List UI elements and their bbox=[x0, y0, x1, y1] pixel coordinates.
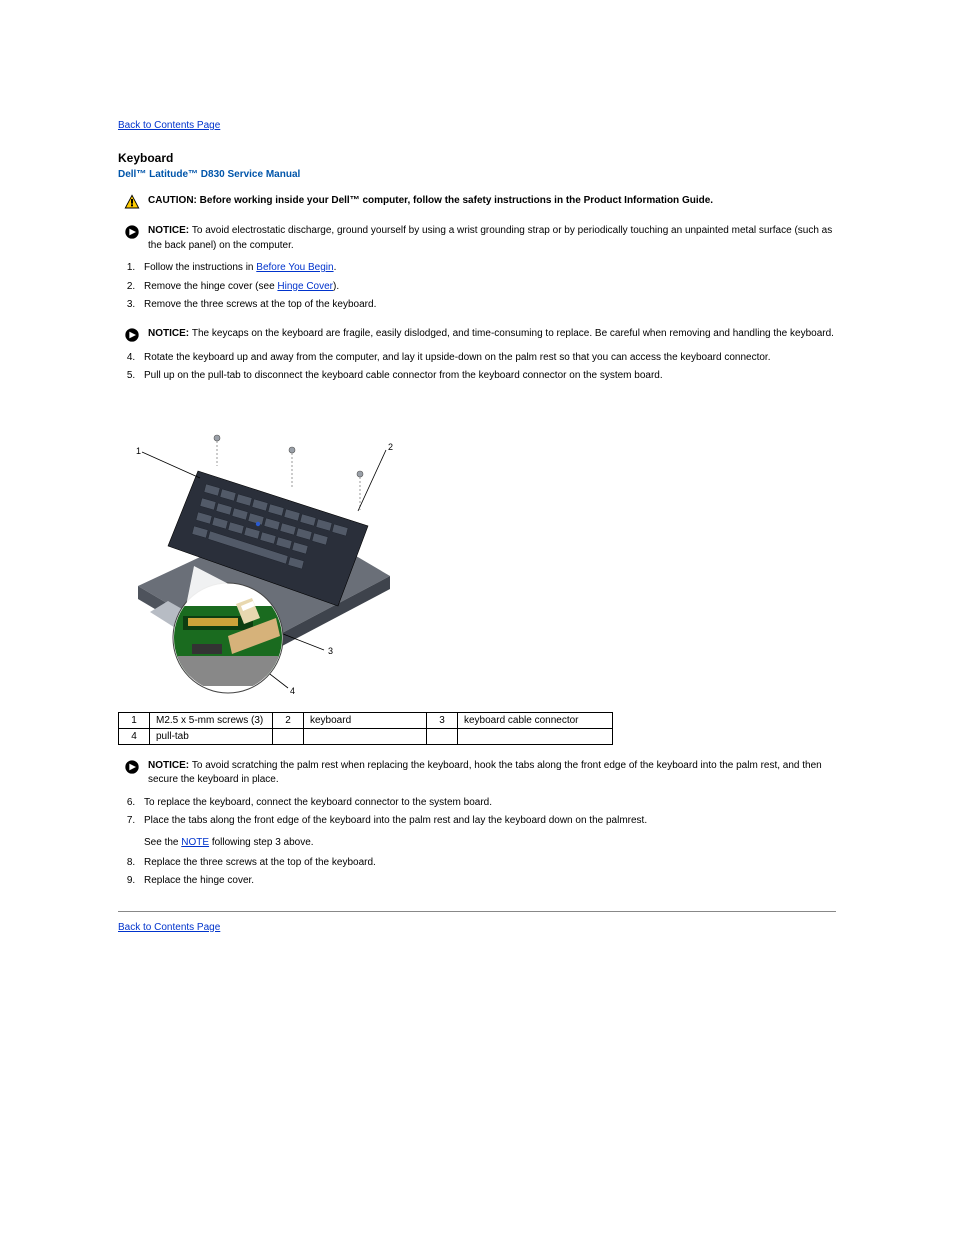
table-cell: 1 bbox=[119, 712, 150, 728]
table-cell: pull-tab bbox=[150, 728, 273, 744]
step-item: Replace the hinge cover. bbox=[138, 874, 836, 889]
step-text: Remove the three screws at the top of th… bbox=[144, 299, 376, 310]
table-cell: keyboard bbox=[304, 712, 427, 728]
step-item: Pull up on the pull-tab to disconnect th… bbox=[138, 369, 836, 384]
notice-3-body: To avoid scratching the palm rest when r… bbox=[148, 760, 822, 786]
notice-icon bbox=[124, 224, 140, 240]
step-text: Place the tabs along the front edge of t… bbox=[144, 815, 647, 826]
before-you-begin-link[interactable]: Before You Begin bbox=[256, 262, 333, 273]
parts-table: 1 M2.5 x 5-mm screws (3) 2 keyboard 3 ke… bbox=[118, 712, 613, 745]
step-item: Follow the instructions in Before You Be… bbox=[138, 261, 836, 276]
back-to-contents-top[interactable]: Back to Contents Page bbox=[118, 120, 220, 131]
notice-3-text: NOTICE: To avoid scratching the palm res… bbox=[148, 759, 836, 788]
note-post: following step 3 above. bbox=[209, 837, 314, 848]
table-cell: 2 bbox=[273, 712, 304, 728]
table-cell bbox=[427, 728, 458, 744]
table-row: 1 M2.5 x 5-mm screws (3) 2 keyboard 3 ke… bbox=[119, 712, 613, 728]
back-to-contents-bottom[interactable]: Back to Contents Page bbox=[118, 922, 220, 933]
table-cell: M2.5 x 5-mm screws (3) bbox=[150, 712, 273, 728]
separator bbox=[118, 911, 836, 912]
page-title: Keyboard bbox=[118, 151, 836, 165]
steps-list-d: Replace the three screws at the top of t… bbox=[118, 856, 836, 889]
step-text-pre: Follow the instructions in bbox=[144, 262, 256, 273]
table-cell: 3 bbox=[427, 712, 458, 728]
step-item: Place the tabs along the front edge of t… bbox=[138, 814, 836, 829]
step-item: Rotate the keyboard up and away from the… bbox=[138, 351, 836, 366]
step-text: To replace the keyboard, connect the key… bbox=[144, 797, 492, 808]
callout-1: 1 bbox=[136, 446, 141, 456]
step-text: Replace the three screws at the top of t… bbox=[144, 857, 376, 868]
notice-1-body: To avoid electrostatic discharge, ground… bbox=[148, 225, 832, 251]
notice-2-label: NOTICE: bbox=[148, 328, 192, 339]
caution-label: CAUTION: bbox=[148, 195, 200, 206]
note-line: See the NOTE following step 3 above. bbox=[144, 837, 836, 848]
notice-1-text: NOTICE: To avoid electrostatic discharge… bbox=[148, 224, 836, 253]
table-cell bbox=[458, 728, 613, 744]
callout-3: 3 bbox=[328, 646, 333, 656]
step-text-post: ). bbox=[333, 281, 339, 292]
step-item: To replace the keyboard, connect the key… bbox=[138, 796, 836, 811]
step-text: Pull up on the pull-tab to disconnect th… bbox=[144, 370, 663, 381]
table-row: 4 pull-tab bbox=[119, 728, 613, 744]
caution-icon bbox=[124, 194, 140, 210]
notice-3-label: NOTICE: bbox=[148, 760, 192, 771]
manual-subtitle: Dell™ Latitude™ D830 Service Manual bbox=[118, 169, 836, 180]
step-item: Remove the three screws at the top of th… bbox=[138, 298, 836, 313]
step-text-post: . bbox=[334, 262, 337, 273]
table-cell bbox=[304, 728, 427, 744]
steps-list-a: Follow the instructions in Before You Be… bbox=[118, 261, 836, 313]
callout-4: 4 bbox=[290, 686, 295, 696]
table-cell bbox=[273, 728, 304, 744]
note-link[interactable]: NOTE bbox=[181, 837, 209, 848]
table-cell: 4 bbox=[119, 728, 150, 744]
steps-list-c: To replace the keyboard, connect the key… bbox=[118, 796, 836, 829]
notice-2-body: The keycaps on the keyboard are fragile,… bbox=[192, 328, 834, 339]
caution-text: CAUTION: Before working inside your Dell… bbox=[148, 194, 836, 209]
step-text: Rotate the keyboard up and away from the… bbox=[144, 352, 770, 363]
notice-icon bbox=[124, 327, 140, 343]
notice-1-label: NOTICE: bbox=[148, 225, 192, 236]
caution-body: Before working inside your Dell™ compute… bbox=[200, 195, 713, 206]
hinge-cover-link[interactable]: Hinge Cover bbox=[277, 281, 333, 292]
note-pre: See the bbox=[144, 837, 181, 848]
step-item: Replace the three screws at the top of t… bbox=[138, 856, 836, 871]
step-text: Replace the hinge cover. bbox=[144, 875, 254, 886]
step-text-pre: Remove the hinge cover (see bbox=[144, 281, 277, 292]
notice-icon bbox=[124, 759, 140, 775]
notice-2-text: NOTICE: The keycaps on the keyboard are … bbox=[148, 327, 836, 342]
steps-list-b: Rotate the keyboard up and away from the… bbox=[118, 351, 836, 384]
step-item: Remove the hinge cover (see Hinge Cover)… bbox=[138, 280, 836, 295]
keyboard-figure: 1 2 3 4 bbox=[128, 406, 400, 702]
table-cell: keyboard cable connector bbox=[458, 712, 613, 728]
callout-2: 2 bbox=[388, 442, 393, 452]
